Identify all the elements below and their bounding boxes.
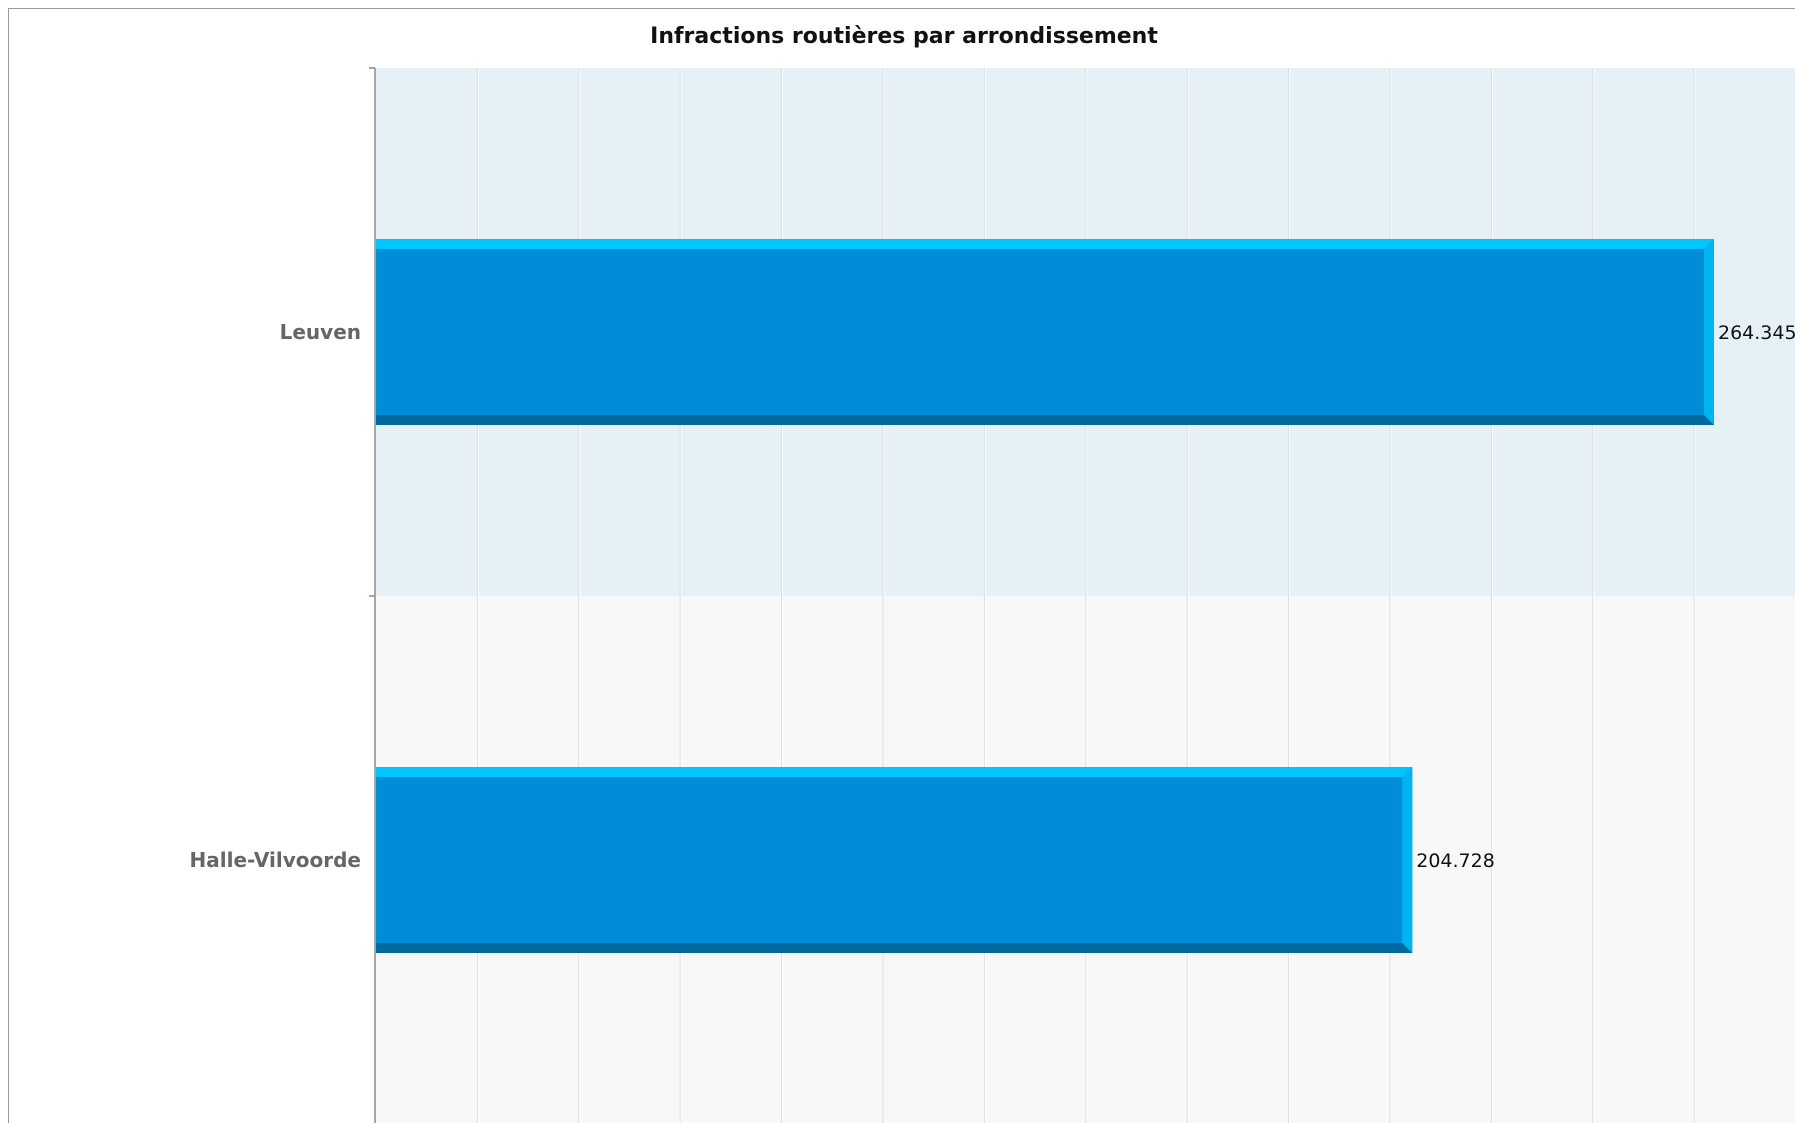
bar-bevel-top [376,239,1714,249]
bar-bevel-bottom [376,415,1714,425]
chart-title: Infractions routières par arrondissement [650,24,1158,49]
frame-left-border [8,8,9,1123]
category-label: Leuven [280,320,361,344]
bar-bevel-bottom [376,943,1413,953]
bar-bevel-top [376,767,1413,777]
bar-bevel-right [1402,767,1413,953]
bar-value-label: 264.345 [1718,322,1795,344]
frame-top-border [8,8,1795,9]
bar-value-label: 204.728 [1416,850,1495,872]
bar-bevel-right [1704,239,1714,425]
bar-halle-vilvoorde [376,767,1413,953]
bar-leuven [376,239,1714,425]
category-label: Halle-Vilvoorde [190,848,361,872]
